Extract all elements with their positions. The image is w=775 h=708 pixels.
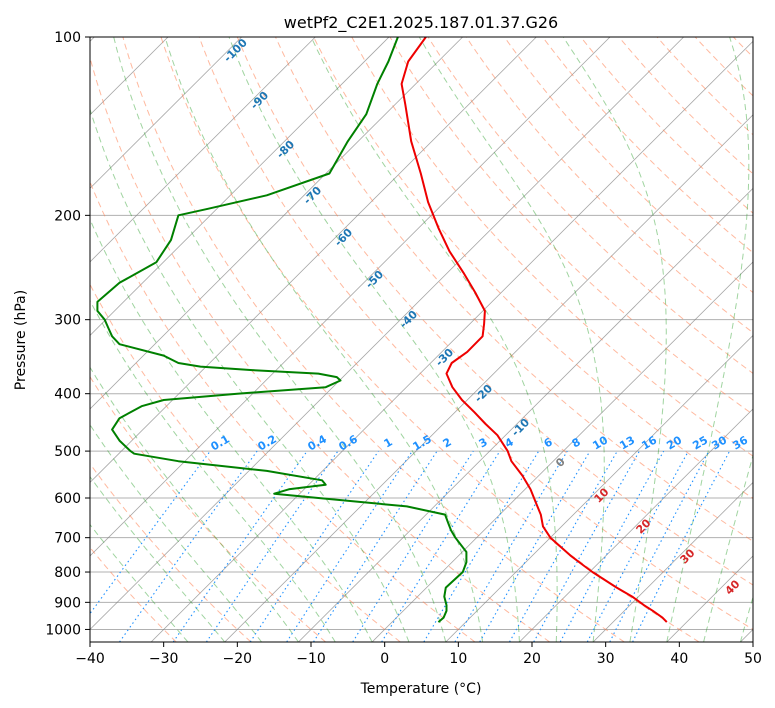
mixing-ratio-line — [286, 450, 413, 642]
mixing-ratio-line — [454, 450, 568, 642]
skewed-isotherms — [90, 37, 753, 642]
x-tick-label: 50 — [744, 651, 762, 667]
pressure-grid — [90, 37, 753, 630]
moist-adiabat-line — [739, 595, 753, 642]
dry-adiabat-line — [198, 37, 753, 631]
mixing-ratio-line — [352, 450, 474, 642]
moist-adiabat-line — [666, 37, 750, 642]
x-tick-label: 40 — [670, 651, 688, 667]
moist-adiabat-line — [703, 453, 753, 642]
moist-adiabat-line — [228, 37, 520, 642]
y-tick-label: 900 — [54, 595, 81, 611]
isotherm-line — [150, 40, 753, 642]
dewpoint-profile-line — [96, 37, 468, 623]
moist-adiabat-line — [90, 366, 299, 642]
dry-adiabat-line — [618, 37, 753, 175]
mixing-ratio-line — [205, 450, 339, 642]
dry-adiabat-line — [503, 37, 753, 294]
moist-adiabat-line — [90, 523, 189, 642]
x-tick-label: 20 — [523, 651, 541, 667]
y-axis-ticks: 1000 900 800 700 600 500 400 300 200 100 — [45, 30, 90, 638]
moist-adiabat-line — [310, 37, 558, 642]
dry-adiabat-line — [160, 37, 700, 642]
moist-adiabat-line — [90, 218, 373, 642]
profile-series — [96, 37, 668, 623]
isotherm-line — [445, 334, 753, 642]
x-axis-ticks: −40 −30 −20 −10 0 10 20 30 40 50 — [75, 642, 762, 667]
isotherm-line — [90, 37, 242, 189]
isotherm-line — [224, 114, 753, 642]
dry-adiabat-line — [465, 37, 753, 334]
x-tick-label: −40 — [75, 651, 105, 667]
dry-adiabat-line — [351, 37, 753, 457]
moist-adiabat-line — [164, 37, 484, 642]
dry-adiabat-line — [236, 37, 753, 586]
moist-adiabat-line — [90, 299, 336, 642]
dry-adiabat-line — [389, 37, 753, 416]
x-tick-label: 30 — [597, 651, 615, 667]
y-tick-label: 100 — [54, 30, 81, 46]
isotherm-line — [90, 37, 684, 631]
moist-adiabat-line — [90, 475, 226, 642]
dry-adiabat-line — [122, 37, 625, 642]
moist-adiabat-line — [90, 423, 262, 642]
dry-adiabat-line — [313, 37, 753, 499]
isotherm-line — [90, 37, 611, 557]
isotherm-line — [90, 37, 537, 483]
chart-title: wetPf2_C2E1.2025.187.01.37.G26 — [284, 13, 558, 33]
y-tick-label: 800 — [54, 565, 81, 581]
y-axis-label: Pressure (hPa) — [13, 290, 29, 390]
dry-adiabats — [90, 37, 753, 642]
isotherm-line — [90, 37, 463, 410]
mixing-ratio-line — [586, 450, 689, 642]
isotherm-line — [371, 261, 753, 642]
mixing-ratio-line — [423, 450, 540, 642]
dry-adiabat-line — [580, 37, 753, 214]
x-tick-label: −30 — [149, 651, 179, 667]
isotherm-line — [592, 481, 753, 642]
moist-adiabat-line — [418, 37, 605, 642]
x-tick-label: 0 — [380, 651, 389, 667]
moist-adiabat-line — [113, 37, 447, 642]
y-tick-label: 300 — [54, 313, 81, 329]
dry-adiabat-line — [90, 283, 401, 642]
mixing-ratio-line — [249, 450, 379, 642]
x-tick-label: −20 — [223, 651, 253, 667]
y-tick-label: 600 — [54, 491, 81, 507]
y-tick-label: 1000 — [45, 622, 81, 638]
plot-frame — [89, 36, 754, 643]
isotherm-line — [90, 37, 390, 336]
y-tick-label: 200 — [54, 208, 81, 224]
temperature-profile-line — [400, 37, 668, 623]
dry-adiabat-line — [90, 462, 252, 642]
dry-adiabat-line — [275, 37, 753, 542]
x-tick-label: −10 — [296, 651, 326, 667]
x-tick-label: 10 — [449, 651, 467, 667]
moist-adiabat-line — [90, 107, 410, 642]
isotherm-line — [519, 408, 753, 642]
x-axis-label: Temperature (°C) — [360, 681, 482, 697]
isotherm-line — [90, 37, 316, 263]
mixing-ratio-line — [313, 450, 438, 642]
plot-area: 0.1 0.2 0.4 0.6 1 1.5 2 3 4 6 8 10 13 16 20 25 30 36-100-… — [90, 37, 753, 642]
y-tick-label: 500 — [54, 444, 81, 460]
dry-adiabat-line — [90, 55, 550, 642]
y-tick-label: 400 — [54, 387, 81, 403]
y-tick-label: 700 — [54, 531, 81, 547]
mixing-ratio-lines — [90, 450, 731, 642]
mixing-ratio-line — [559, 450, 665, 642]
mixing-ratio-line — [381, 450, 501, 642]
